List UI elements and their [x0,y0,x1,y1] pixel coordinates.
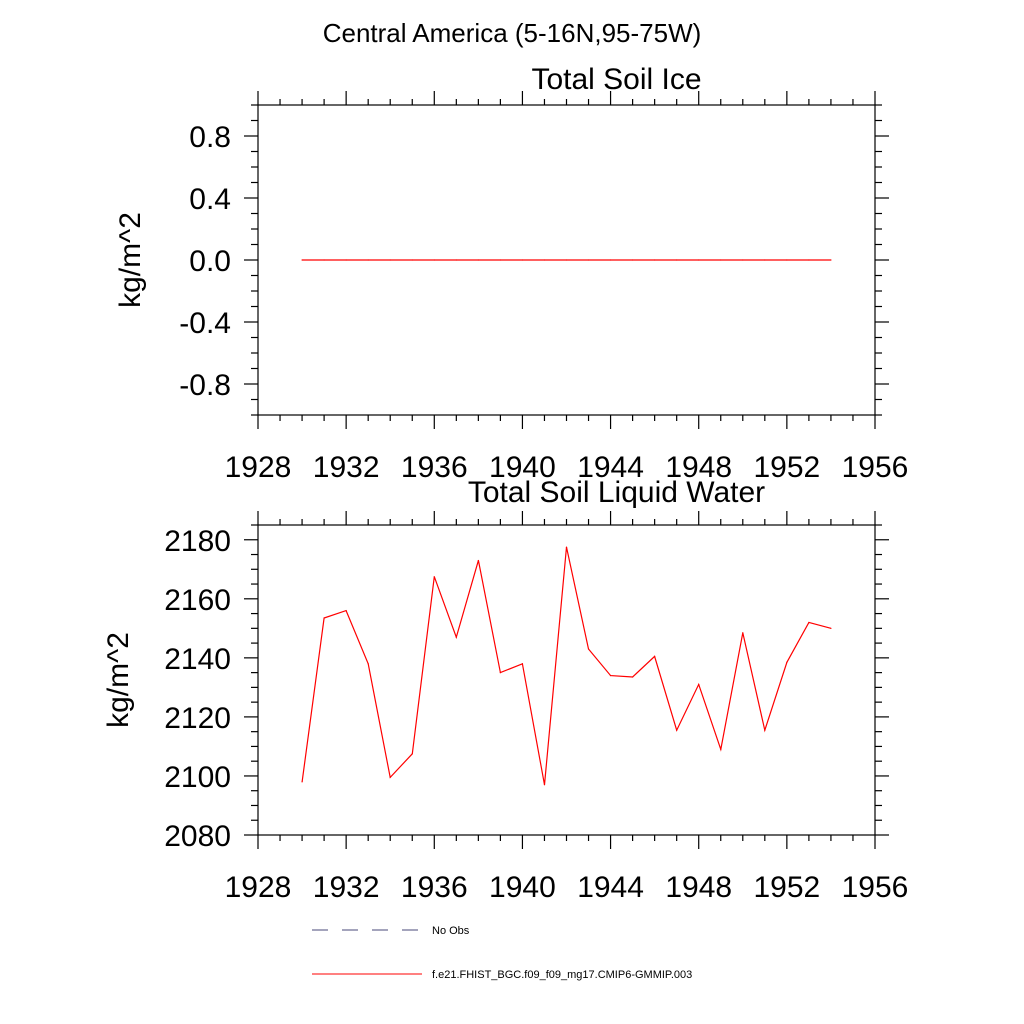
data-point [609,259,612,261]
data-point [587,648,590,650]
chart-title: Total Soil Ice [531,63,701,96]
soil-liquid-water-panel: Total Soil Liquid Water 1928 1932 1936 1940 1… [102,476,908,904]
y-tick-label: -0.8 [179,369,231,402]
data-point [521,663,524,665]
x-tick-label: 1932 [313,871,380,904]
legend: No Obs f.e21.FHIST_BGC.f09_f09_mg17.CMIP… [312,925,692,981]
data-point [698,259,700,261]
data-point [477,259,479,261]
x-tick-label: 1944 [577,871,644,904]
data-point [764,729,766,731]
data-point [389,259,391,261]
x-tick-label: 1940 [489,451,556,484]
y-tick-label: 2140 [164,643,231,676]
x-tick-label: 1944 [577,451,644,484]
legend-model-label: f.e21.FHIST_BGC.f09_f09_mg17.CMIP6-GMMIP… [432,969,692,981]
y-tick-label: 0.8 [189,121,231,154]
x-tick-label: 1956 [842,451,909,484]
data-point [301,259,303,261]
data-point [698,683,700,686]
data-point [742,632,744,634]
data-point [609,674,612,677]
data-point [565,259,568,261]
x-tick-label: 1932 [313,451,380,484]
data-point [786,259,788,261]
data-point [477,559,479,562]
data-point [654,655,656,657]
legend-no-obs-label: No Obs [432,925,470,937]
soil-ice-panel: Total Soil Ice 1928 1932 1936 1940 1944 1948 19… [114,63,908,484]
data-point [345,259,347,261]
y-tick-label: 2180 [164,525,231,558]
y-axis-label: kg/m^2 [102,632,135,728]
data-point [764,259,766,261]
data-point [389,776,391,779]
x-tick-label: 1952 [753,871,820,904]
data-point [367,663,369,665]
x-tick-label: 1948 [665,871,732,904]
x-tick-label: 1940 [489,871,556,904]
x-tick-label: 1936 [401,871,468,904]
data-point [632,259,634,261]
x-tick-label: 1956 [842,871,909,904]
data-point [411,259,413,261]
data-point [742,259,744,261]
data-point [301,781,303,783]
data-point [676,259,678,261]
y-tick-label: -0.4 [179,307,231,340]
y-axis-label: kg/m^2 [114,212,147,308]
data-point [499,672,501,674]
chart-title: Total Soil Liquid Water [468,476,765,509]
x-tick-label: 1928 [225,451,292,484]
data-point [786,661,788,663]
data-point [499,259,501,261]
data-point [323,617,325,619]
data-point [455,636,457,638]
data-point [345,610,347,612]
data-point [587,259,590,261]
data-point [830,627,832,629]
y-tick-label: 2080 [164,820,231,853]
data-point [433,576,435,578]
data-point [720,259,722,261]
data-point [808,259,810,261]
x-tick-label: 1948 [665,451,732,484]
y-tick-label: 0.4 [189,183,231,216]
data-point [830,259,832,261]
data-point [654,259,656,261]
y-tick-label: 2120 [164,702,231,735]
figure-suptitle: Central America (5-16N,95-75W) [323,18,702,48]
data-point [323,259,325,261]
x-tick-label: 1936 [401,451,468,484]
y-tick-label: 2160 [164,584,231,617]
data-point [632,676,634,678]
data-point [521,259,524,261]
data-point [543,784,546,786]
data-point [565,546,568,548]
data-point [367,259,369,261]
data-point [455,259,457,261]
x-tick-label: 1928 [225,871,292,904]
series-line [301,546,832,785]
x-tick-label: 1952 [753,451,820,484]
data-point [433,259,435,261]
data-point [411,753,413,755]
data-point [543,259,546,261]
data-point [808,621,810,624]
y-tick-label: 2100 [164,761,231,794]
y-tick-label: 0.0 [189,245,231,278]
plot-frame [257,524,876,836]
data-point [676,729,678,731]
data-point [720,748,722,750]
